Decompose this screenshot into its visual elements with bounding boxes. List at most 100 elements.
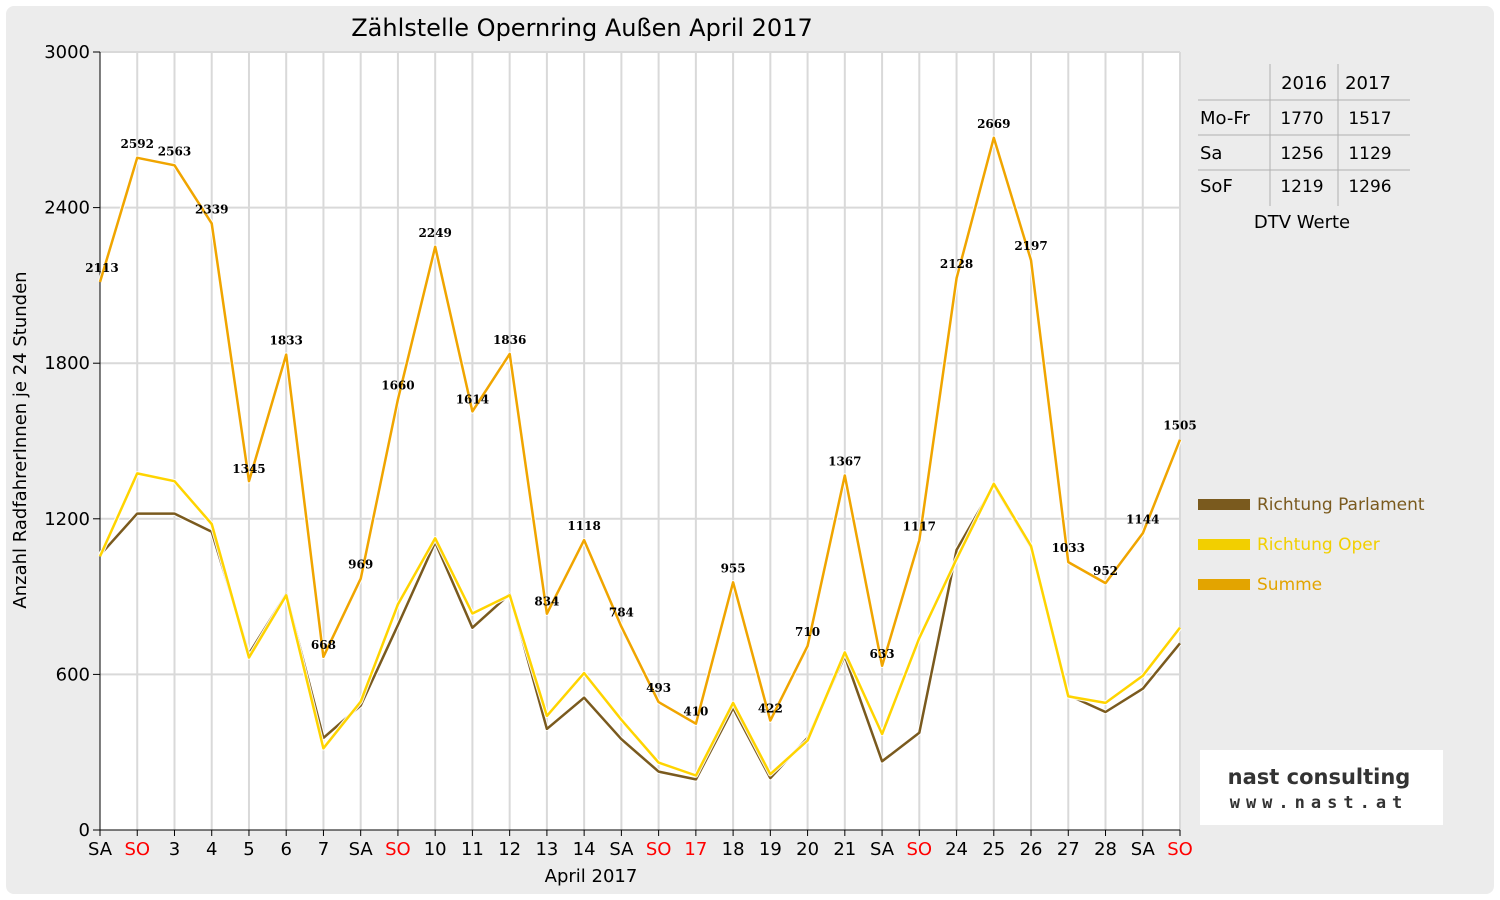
x-tick-label: 18 bbox=[722, 839, 745, 860]
dtv-cell: 1129 bbox=[1348, 144, 1391, 164]
data-label: 1118 bbox=[567, 519, 600, 533]
logo-text: nast consulting bbox=[1228, 765, 1411, 789]
x-tick-label: 21 bbox=[833, 839, 856, 860]
legend: Richtung Parlament Richtung Oper Summe bbox=[1198, 495, 1425, 595]
x-tick-label: 14 bbox=[573, 839, 596, 860]
dtv-cell: 1219 bbox=[1280, 177, 1323, 197]
dtv-row-label: SoF bbox=[1200, 176, 1233, 197]
x-tick-label: SO bbox=[124, 839, 150, 860]
x-tick-label: SA bbox=[1131, 839, 1156, 860]
dtv-row-label: Mo-Fr bbox=[1200, 108, 1250, 129]
y-axis-label: Anzahl RadfahrerInnen je 24 Stunden bbox=[10, 271, 31, 608]
data-label: 1367 bbox=[828, 454, 861, 468]
series-line-1 bbox=[98, 472, 1181, 777]
data-label: 2339 bbox=[195, 202, 228, 216]
logo-url: www.nast.at bbox=[1230, 793, 1409, 813]
data-label: 1033 bbox=[1052, 541, 1085, 555]
legend-label-summe: Summe bbox=[1257, 575, 1322, 595]
data-label: 668 bbox=[311, 638, 336, 652]
data-label: 2128 bbox=[940, 257, 973, 271]
x-tick-label: SO bbox=[385, 839, 411, 860]
x-tick-label: SO bbox=[907, 839, 933, 860]
data-label: 1660 bbox=[381, 379, 414, 393]
data-label: 1345 bbox=[232, 462, 265, 476]
data-label: 1833 bbox=[270, 334, 303, 348]
data-label: 955 bbox=[721, 561, 746, 575]
x-tick-label: 5 bbox=[243, 839, 254, 860]
y-tick-label: 2400 bbox=[44, 198, 90, 219]
data-label: 2249 bbox=[418, 226, 451, 240]
x-tick-label: 11 bbox=[461, 839, 484, 860]
dtv-cell: 1296 bbox=[1348, 177, 1391, 197]
data-label: 2592 bbox=[121, 137, 154, 151]
x-tick-label: 10 bbox=[424, 839, 447, 860]
x-tick-label: 20 bbox=[796, 839, 819, 860]
x-axis-label: April 2017 bbox=[545, 866, 638, 887]
x-tick-label: 17 bbox=[684, 839, 707, 860]
data-label: 633 bbox=[870, 647, 895, 661]
legend-label-oper: Richtung Oper bbox=[1257, 535, 1380, 555]
data-label: 2197 bbox=[1014, 239, 1047, 253]
x-tick-label: 7 bbox=[318, 839, 329, 860]
x-tick-labels: SA SO 3 4 5 6 7 SA SO 10 11 12 13 14 SA SO 17 18 19 20 21 SA S… bbox=[88, 839, 1193, 860]
legend-swatch-parlament bbox=[1198, 499, 1250, 510]
data-label: 1117 bbox=[903, 519, 936, 533]
data-label: 1614 bbox=[456, 392, 489, 406]
y-tick-label: 600 bbox=[56, 664, 90, 685]
series-lines bbox=[97, 135, 1183, 782]
data-label: 952 bbox=[1093, 564, 1118, 578]
y-tick-label: 0 bbox=[79, 820, 90, 841]
axes bbox=[93, 51, 1181, 836]
data-labels: 2113 2592 2563 2339 1345 1833 668 969 1660 2249 16… bbox=[85, 117, 1196, 719]
dtv-header-2016: 2016 bbox=[1281, 73, 1327, 94]
dtv-cell: 1517 bbox=[1348, 109, 1391, 129]
x-tick-label: SO bbox=[1167, 839, 1193, 860]
x-tick-label: 3 bbox=[169, 839, 180, 860]
x-tick-label: 24 bbox=[945, 839, 968, 860]
data-label: 969 bbox=[348, 558, 373, 572]
y-tick-label: 1200 bbox=[44, 509, 90, 530]
legend-swatch-summe bbox=[1198, 579, 1250, 590]
data-label: 493 bbox=[646, 681, 671, 695]
data-label: 422 bbox=[758, 702, 783, 716]
data-label: 1505 bbox=[1163, 419, 1196, 433]
x-tick-label: 25 bbox=[982, 839, 1005, 860]
y-tick-label: 3000 bbox=[44, 42, 90, 63]
series-line-2 bbox=[98, 136, 1182, 725]
data-label: 2669 bbox=[977, 117, 1010, 131]
dtv-table: 2016 2017 Mo-Fr 1770 1517 Sa 1256 1129 S… bbox=[1195, 58, 1417, 240]
data-label: 2563 bbox=[158, 144, 191, 158]
plot-area bbox=[100, 52, 1180, 830]
nast-consulting-logo: nast consulting www.nast.at bbox=[1200, 750, 1443, 825]
dtv-row-label: Sa bbox=[1200, 143, 1222, 164]
x-tick-label: 12 bbox=[498, 839, 521, 860]
dtv-cell: 1256 bbox=[1280, 144, 1323, 164]
dtv-caption: DTV Werte bbox=[1254, 212, 1350, 233]
x-tick-label: SO bbox=[646, 839, 672, 860]
x-tick-label: 6 bbox=[280, 839, 291, 860]
x-tick-label: 27 bbox=[1057, 839, 1080, 860]
x-tick-label: 19 bbox=[759, 839, 782, 860]
x-tick-label: 13 bbox=[535, 839, 558, 860]
dtv-header-2017: 2017 bbox=[1345, 73, 1391, 94]
x-tick-label: 28 bbox=[1094, 839, 1117, 860]
x-tick-label: SA bbox=[609, 839, 634, 860]
x-tick-label: 26 bbox=[1020, 839, 1043, 860]
data-label: 1836 bbox=[493, 333, 526, 347]
y-tick-label: 1800 bbox=[44, 353, 90, 374]
data-label: 410 bbox=[683, 705, 708, 719]
data-label: 1144 bbox=[1126, 512, 1159, 526]
chart-title: Zählstelle Opernring Außen April 2017 bbox=[351, 14, 813, 42]
data-label: 784 bbox=[609, 606, 634, 620]
dtv-cell: 1770 bbox=[1280, 109, 1323, 129]
data-label: 2113 bbox=[85, 261, 118, 275]
legend-label-parlament: Richtung Parlament bbox=[1257, 495, 1425, 515]
x-tick-label: 4 bbox=[206, 839, 217, 860]
legend-swatch-oper bbox=[1198, 539, 1250, 550]
data-label: 710 bbox=[795, 625, 820, 639]
x-tick-label: SA bbox=[88, 839, 113, 860]
x-tick-label: SA bbox=[349, 839, 374, 860]
x-tick-label: SA bbox=[870, 839, 895, 860]
y-tick-labels: 0 600 1200 1800 2400 3000 bbox=[44, 42, 90, 841]
